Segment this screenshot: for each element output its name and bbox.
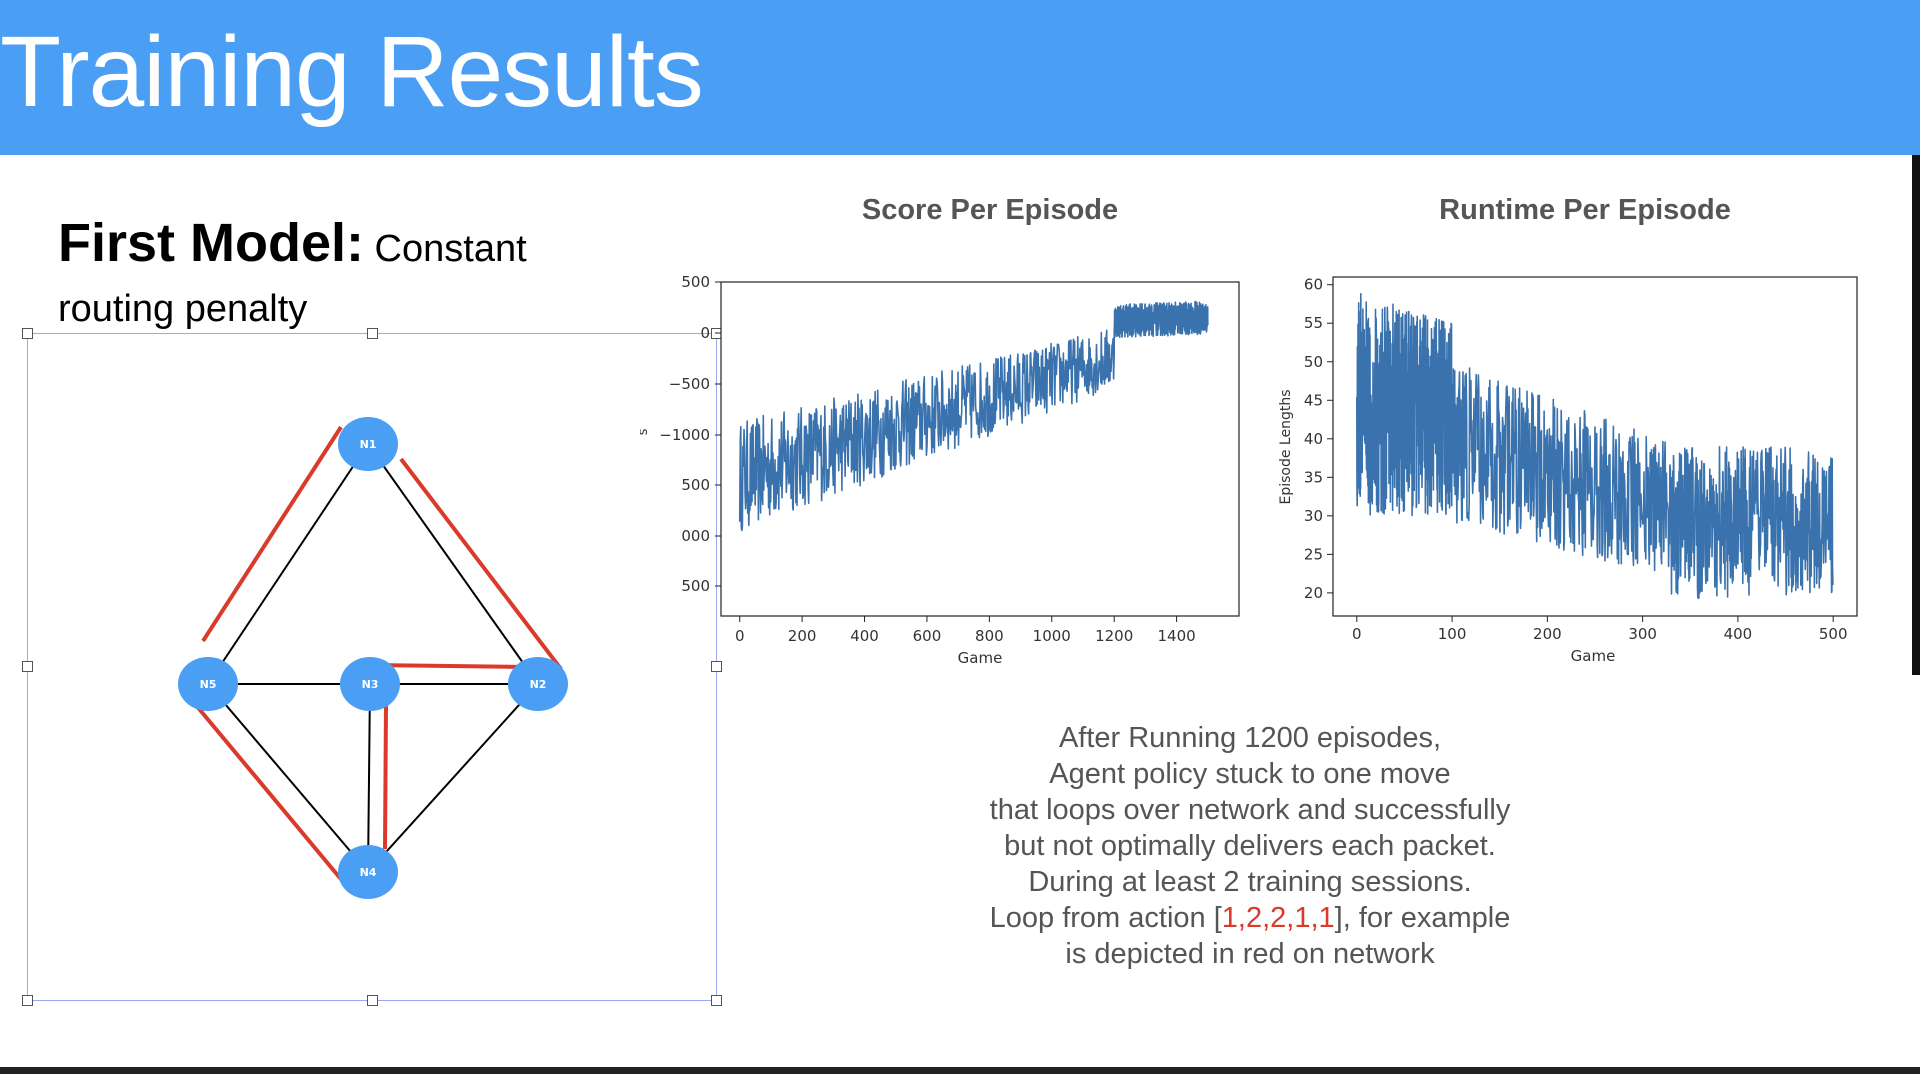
caption-line-5: During at least 2 training sessions. <box>1028 866 1472 898</box>
loop-edge-n1-n5 <box>201 425 343 643</box>
runtime-x-ticks: 0 100 200 300 400 500 <box>1352 616 1848 643</box>
runtime-y-label: Episode Lengths <box>1278 389 1294 504</box>
runtime-y-ticks: 60 55 50 45 40 35 30 25 20 <box>1304 276 1333 602</box>
score-x-tick-label: 800 <box>975 627 1004 645</box>
caption-line-2: Agent policy stuck to one move <box>1049 758 1451 790</box>
runtime-x-tick-label: 100 <box>1438 625 1467 643</box>
score-x-tick-label: 200 <box>788 627 817 645</box>
runtime-series-line <box>1356 293 1834 600</box>
score-y-tick-label: 500 <box>681 476 710 494</box>
node-n5: N5 <box>178 657 238 711</box>
resize-handle-top[interactable] <box>367 328 378 339</box>
node-n2: N2 <box>508 657 568 711</box>
caption-line-1: After Running 1200 episodes, <box>1058 722 1442 754</box>
edge-n1-n2 <box>367 443 539 685</box>
score-y-tick-label: −1000 <box>659 426 710 444</box>
score-y-tick-label: −500 <box>669 375 710 393</box>
runtime-x-label: Game <box>1571 647 1616 665</box>
resize-handle-bottom[interactable] <box>367 995 378 1006</box>
model-heading-bold: First Model: <box>58 213 364 273</box>
caption-line-7: is depicted in red on network <box>1065 938 1435 970</box>
edge-n1-n5 <box>207 443 369 685</box>
runtime-x-tick-label: 200 <box>1533 625 1562 643</box>
node-label-n5: N5 <box>200 678 217 691</box>
node-label-n2: N2 <box>530 678 547 691</box>
score-y-tick-label: 0 <box>700 324 710 342</box>
model-heading: First Model: Constant routing penalty <box>58 215 578 333</box>
resize-handle-right[interactable] <box>711 661 722 672</box>
loop-edge-n3-n4 <box>383 703 388 850</box>
runtime-x-tick-label: 500 <box>1819 625 1848 643</box>
runtime-chart-title: Runtime Per Episode <box>1439 194 1731 226</box>
runtime-y-tick-label: 60 <box>1304 276 1323 294</box>
node-label-n1: N1 <box>360 438 377 451</box>
score-x-tick-label: 600 <box>913 627 942 645</box>
runtime-x-tick-label: 0 <box>1352 625 1362 643</box>
runtime-x-tick-label: 300 <box>1628 625 1657 643</box>
caption-line-3: that loops over network and successfully <box>989 794 1511 826</box>
results-caption: After Running 1200 episodes, Agent polic… <box>900 720 1600 972</box>
score-y-ticks: 500 0 −500 −1000 500 000 500 <box>659 273 721 595</box>
score-x-tick-label: 1000 <box>1033 627 1071 645</box>
nodes: N1 N2 N3 N4 N5 <box>178 417 568 899</box>
score-y-tick-label: 000 <box>681 527 710 545</box>
edge-n2-n4 <box>367 683 539 873</box>
window-edge <box>1912 155 1920 675</box>
score-series-line <box>738 300 1209 532</box>
runtime-y-tick-label: 30 <box>1304 507 1323 525</box>
node-label-n4: N4 <box>360 866 377 879</box>
node-n1: N1 <box>338 417 398 471</box>
network-diagram: N1 N2 N3 N4 N5 <box>178 417 568 899</box>
loop-edge-n3-n2 <box>369 663 527 669</box>
runtime-y-tick-label: 20 <box>1304 584 1323 602</box>
score-chart-title: Score Per Episode <box>861 194 1119 226</box>
slide-title: Training Results <box>0 16 704 128</box>
runtime-chart: 0 100 200 300 400 500 60 55 50 45 40 35 30 25 20 Game… <box>1278 276 1858 665</box>
model-heading-line2: routing penalty <box>58 288 308 330</box>
runtime-y-tick-label: 50 <box>1304 353 1323 371</box>
model-heading-rest: Constant <box>364 228 527 270</box>
score-x-tick-label: 1200 <box>1095 627 1133 645</box>
caption-line-6: Loop from action [1,2,2,1,1], for exampl… <box>900 900 1600 936</box>
runtime-x-tick-label: 400 <box>1724 625 1753 643</box>
resize-handle-top-left[interactable] <box>22 328 33 339</box>
runtime-y-tick-label: 55 <box>1304 314 1323 332</box>
edge-n5-n4 <box>207 683 369 873</box>
loop-edge-n1-n2 <box>399 457 563 671</box>
node-n3: N3 <box>340 657 400 711</box>
loop-path <box>193 425 563 892</box>
score-y-label: s <box>640 428 651 435</box>
score-x-ticks: 0 200 400 600 800 1000 1200 1400 <box>735 616 1196 645</box>
runtime-y-tick-label: 45 <box>1304 391 1323 409</box>
loop-edge-n5-n4 <box>193 702 352 892</box>
runtime-y-tick-label: 35 <box>1304 468 1323 486</box>
score-x-tick-label: 0 <box>735 627 745 645</box>
title-banner: Training Results <box>0 0 1920 155</box>
score-x-label: Game <box>958 649 1003 667</box>
runtime-y-tick-label: 25 <box>1304 545 1323 563</box>
node-label-n3: N3 <box>362 678 379 691</box>
resize-handle-left[interactable] <box>22 661 33 672</box>
score-y-tick-label: 500 <box>681 577 710 595</box>
window-bottom-edge <box>0 1067 1920 1074</box>
score-y-tick-label: 500 <box>681 273 710 291</box>
resize-handle-bottom-right[interactable] <box>711 995 722 1006</box>
score-x-tick-label: 400 <box>850 627 879 645</box>
runtime-y-tick-label: 40 <box>1304 430 1323 448</box>
edge-n3-n4 <box>367 683 371 873</box>
caption-line-4: but not optimally delivers each packet. <box>1004 830 1496 862</box>
resize-handle-bottom-left[interactable] <box>22 995 33 1006</box>
caption-line-6-pre: Loop from action [ <box>989 902 1222 934</box>
network-image-selection[interactable]: N1 N2 N3 N4 N5 <box>22 328 722 1006</box>
node-n4: N4 <box>338 845 398 899</box>
caption-action-sequence: 1,2,2,1,1 <box>1221 902 1335 934</box>
score-x-tick-label: 1400 <box>1157 627 1195 645</box>
caption-line-6-post: ], for example <box>1334 902 1511 934</box>
score-chart: 0 200 400 600 800 1000 1200 1400 5000−500−10005… <box>640 273 1240 667</box>
